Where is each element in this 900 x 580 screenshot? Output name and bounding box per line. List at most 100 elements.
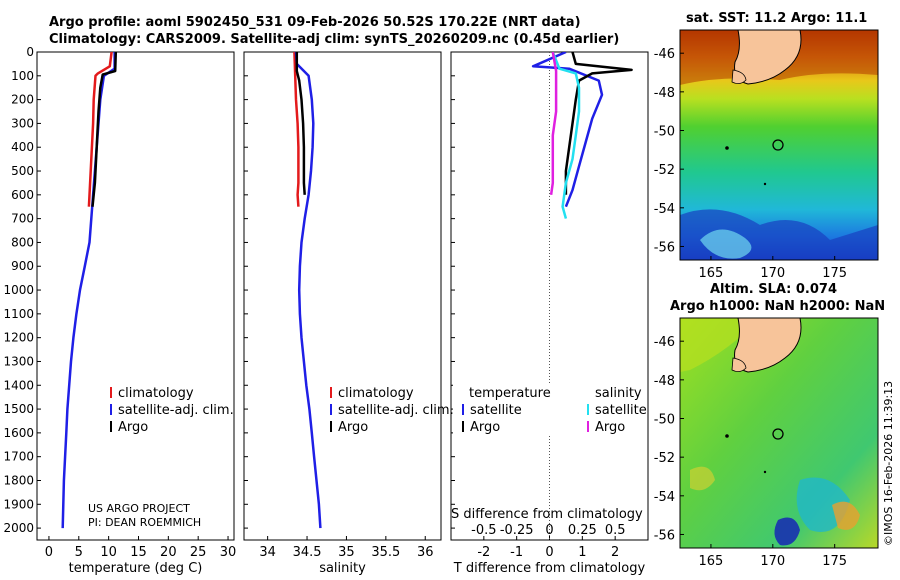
temperature-xtick-label: 0 [45, 545, 53, 560]
sla-high-patch [690, 466, 715, 491]
sla-map-ytick-label: -56 [654, 528, 675, 543]
difference-xtick-label: -1 [510, 545, 523, 560]
difference-series-argo-t [564, 52, 633, 195]
sla-land-stewart-island [731, 357, 747, 372]
salinity-series-climatology [293, 52, 300, 207]
sla-map-ytick-label: -50 [654, 413, 675, 428]
sla-land-south-island [734, 318, 802, 373]
sla-low-core [774, 517, 800, 546]
temperature-panel: 0100200300400500600700800900100011001200… [3, 45, 236, 576]
legend-temperature-label-climatology: climatology [118, 386, 194, 401]
depth-tick-label: 1200 [3, 331, 34, 345]
sst-land-auckland-is [725, 146, 729, 150]
sla-map-title-1: Altim. SLA: 0.074 [710, 282, 837, 297]
s-difference-tick-label: 0.25 [568, 523, 597, 538]
salinity-xtick-label: 34.5 [293, 545, 322, 560]
temperature-xlabel: temperature (deg C) [69, 561, 203, 576]
sla-map-ytick-label: -46 [654, 335, 675, 350]
sla-map-xtick-label: 170 [760, 554, 785, 569]
legend-difference: temperature satellite Argo salinity sate… [453, 383, 647, 435]
sla-high-eddy [832, 501, 860, 530]
depth-tick-label: 0 [26, 45, 34, 59]
temperature-xtick-label: 15 [130, 545, 147, 560]
temperature-xtick-label: 20 [160, 545, 177, 560]
temperature-series-argo [91, 52, 118, 207]
legend-diff-label-argo-S: Argo [595, 420, 625, 435]
sst-map-frame [679, 29, 879, 261]
sla-land-auckland-is [725, 434, 729, 438]
sst-land-stewart-island [731, 69, 747, 84]
difference-panel: -2 -1 0 1 2T difference from climatology -0.5… [450, 51, 649, 576]
legend-temperature-label-satellite: satellite-adj. clim. [118, 403, 234, 418]
difference-xtick-label: -2 [477, 545, 490, 560]
pi-label: PI: DEAN ROEMMICH [88, 516, 201, 529]
depth-tick-label: 1100 [3, 307, 34, 321]
legend-temperature: climatology satellite-adj. clim. Argo [106, 383, 234, 435]
temperature-xtick-label: 10 [100, 545, 117, 560]
legend-salinity-label-climatology: climatology [338, 386, 414, 401]
temperature-series-climatology [87, 52, 113, 207]
salinity-axes-box [243, 51, 442, 541]
imos-stamp: ©IMOS 16-Feb-2026 11:39:13 [882, 380, 895, 546]
salinity-xlabel: salinity [319, 561, 366, 576]
depth-tick-label: 1700 [3, 450, 34, 464]
sst-map-ytick-label: -56 [654, 240, 675, 255]
salinity-series-argo [295, 52, 306, 195]
header-line-1: Argo profile: aoml 5902450_531 09-Feb-20… [49, 15, 581, 30]
sla-argo-marker [772, 428, 784, 440]
legend-diff-label-argo-T: Argo [470, 420, 500, 435]
legend-difference-bg [453, 383, 647, 435]
sst-land-south-island [734, 30, 802, 85]
sla-map-frame [679, 317, 879, 549]
sst-map-ytick-label: -54 [654, 202, 675, 217]
s-difference-tick-label: 0.5 [605, 523, 626, 538]
s-difference-label: S difference from climatology [451, 507, 643, 522]
temperature-series-group [61, 52, 118, 529]
depth-tick-label: 400 [11, 140, 34, 154]
temperature-xtick-label: 5 [75, 545, 83, 560]
temperature-xtick-label: 25 [190, 545, 207, 560]
sla-map-ytick-label: -54 [654, 490, 675, 505]
sst-map-ytick-label: -52 [654, 163, 675, 178]
depth-tick-label: 1400 [3, 378, 34, 392]
difference-xtick-label: 0 [545, 545, 553, 560]
depth-tick-label: 900 [11, 259, 34, 273]
sla-map-xtick-label: 165 [699, 554, 724, 569]
sst-map-title: sat. SST: 11.2 Argo: 11.1 [686, 11, 868, 26]
depth-tick-label: 1600 [3, 426, 34, 440]
depth-tick-label: 800 [11, 235, 34, 249]
sst-map-xtick-label: 170 [760, 266, 785, 281]
legend-salinity-label-satellite: satellite-adj. clim. [338, 403, 454, 418]
sst-map-ytick-label: -50 [654, 125, 675, 140]
depth-tick-label: 1300 [3, 354, 34, 368]
s-difference-tick-label: -0.5 [471, 523, 496, 538]
depth-tick-label: 100 [11, 69, 34, 83]
project-label: US ARGO PROJECT [88, 502, 190, 515]
salinity-series-satellite-adj-clim- [294, 52, 322, 529]
sla-map-title-2: Argo h1000: NaN h2000: NaN [670, 299, 886, 314]
legend-temperature-bg [106, 383, 232, 435]
salinity-xtick-label: 36 [417, 545, 434, 560]
legend-diff-label-satellite-T: satellite [470, 403, 522, 418]
depth-tick-label: 200 [11, 93, 34, 107]
sst-map-ytick-label: -46 [654, 47, 675, 62]
salinity-series-group [293, 52, 322, 529]
depth-tick-label: 1900 [3, 497, 34, 511]
sst-map-ticks: 165 170 175 -46 -48 -50 -52 -54 -56 [654, 47, 847, 281]
depth-tick-label: 1000 [3, 283, 34, 297]
depth-tick-label: 1800 [3, 473, 34, 487]
temperature-axes-box [36, 51, 235, 541]
depth-tick-label: 700 [11, 212, 34, 226]
depth-tick-label: 1500 [3, 402, 34, 416]
difference-series-satellite-t [531, 52, 604, 208]
sst-eddy [700, 229, 752, 259]
temperature-xtick-label: 30 [220, 545, 237, 560]
legend-salinity-label-argo: Argo [338, 420, 368, 435]
depth-tick-label: 600 [11, 188, 34, 202]
difference-series-group [531, 52, 633, 219]
sla-land-campbell-is [763, 470, 767, 474]
difference-xtick-label: 1 [578, 545, 586, 560]
sst-argo-marker [772, 139, 784, 151]
difference-xlabel: T difference from climatology [453, 561, 646, 576]
